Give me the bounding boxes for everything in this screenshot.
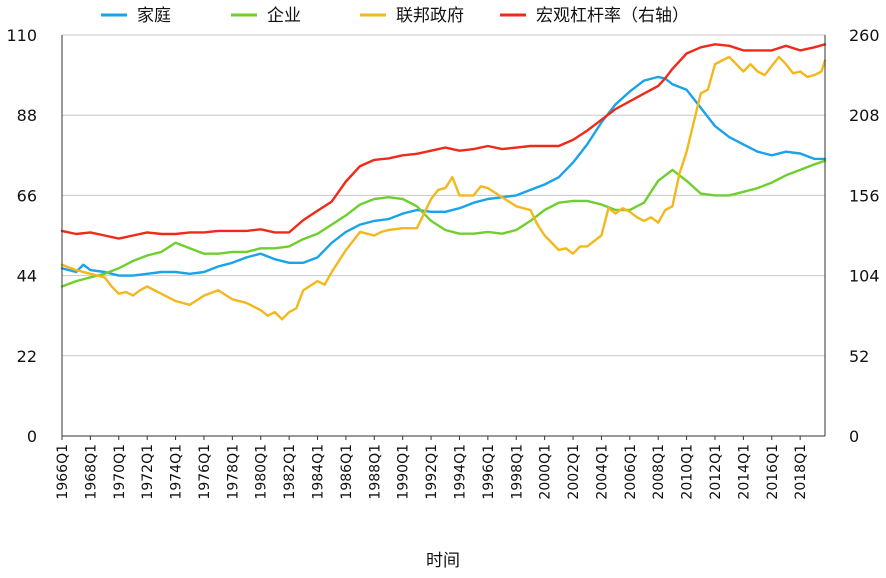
gridlines <box>62 34 825 357</box>
x-tick-label: 2008Q1 <box>651 444 667 500</box>
series-line-2 <box>60 159 827 288</box>
x-tick-label: 1978Q1 <box>225 444 241 500</box>
x-tick-label: 1986Q1 <box>339 444 355 500</box>
x-tick-label: 1968Q1 <box>83 444 99 500</box>
x-tick-label: 1998Q1 <box>509 444 525 500</box>
x-tick-label: 1972Q1 <box>140 444 156 500</box>
x-tick-label: 1976Q1 <box>197 444 213 500</box>
y-right-tick-label: 260 <box>849 26 880 45</box>
x-tick-label: 2016Q1 <box>765 444 781 500</box>
x-tick-label: 1992Q1 <box>424 444 440 500</box>
legend-label: 宏观杠杆率（右轴） <box>536 6 689 26</box>
y-left-tick-label: 0 <box>27 427 37 446</box>
axes <box>61 35 826 437</box>
series-line-1 <box>60 75 827 277</box>
y-left-tick-label: 44 <box>17 267 37 286</box>
x-axis-title: 时间 <box>426 551 460 571</box>
legend-label: 家庭 <box>137 6 171 26</box>
x-tick-label: 1990Q1 <box>396 444 412 500</box>
series-lines <box>60 43 827 321</box>
y-left-tick-label: 88 <box>17 106 37 125</box>
x-tick-label: 1994Q1 <box>452 444 468 500</box>
x-tick-label: 2014Q1 <box>736 444 752 500</box>
legend-label: 企业 <box>267 6 301 26</box>
series-line-3 <box>60 55 827 321</box>
x-tick-label: 2000Q1 <box>538 444 554 500</box>
y-right-tick-label: 104 <box>849 267 880 286</box>
y-right-tick-label: 208 <box>849 106 880 125</box>
left-y-axis-ticks: 0 22 44 66 88 110 <box>6 26 37 446</box>
legend-label: 联邦政府 <box>396 6 464 26</box>
y-left-tick-label: 110 <box>6 26 37 45</box>
x-axis-ticks: 1966Q1 1968Q1 1970Q1 1972Q1 1974Q1 1976Q1 1978… <box>55 436 809 500</box>
x-tick-label: 2006Q1 <box>623 444 639 500</box>
x-tick-label: 2002Q1 <box>566 444 582 500</box>
y-left-tick-label: 66 <box>17 186 37 205</box>
y-right-tick-label: 52 <box>849 347 869 366</box>
x-tick-label: 2012Q1 <box>708 444 724 500</box>
y-right-tick-label: 156 <box>849 186 880 205</box>
x-tick-label: 2018Q1 <box>793 444 809 500</box>
right-y-axis-ticks: 0 52 104 156 208 260 <box>849 26 880 446</box>
y-right-tick-label: 0 <box>849 427 859 446</box>
x-tick-label: 2004Q1 <box>594 444 610 500</box>
x-tick-label: 1970Q1 <box>112 444 128 500</box>
series-line-4 <box>60 43 827 240</box>
x-tick-label: 1982Q1 <box>282 444 298 500</box>
x-tick-label: 2010Q1 <box>680 444 696 500</box>
x-tick-label: 1966Q1 <box>55 444 71 500</box>
x-tick-label: 1988Q1 <box>367 444 383 500</box>
x-tick-label: 1974Q1 <box>169 444 185 500</box>
x-tick-label: 1980Q1 <box>254 444 270 500</box>
x-tick-label: 1996Q1 <box>481 444 497 500</box>
x-tick-label: 1984Q1 <box>311 444 327 500</box>
y-left-tick-label: 22 <box>17 347 37 366</box>
legend: 家庭 企业 联邦政府 宏观杠杆率（右轴） <box>101 6 689 26</box>
